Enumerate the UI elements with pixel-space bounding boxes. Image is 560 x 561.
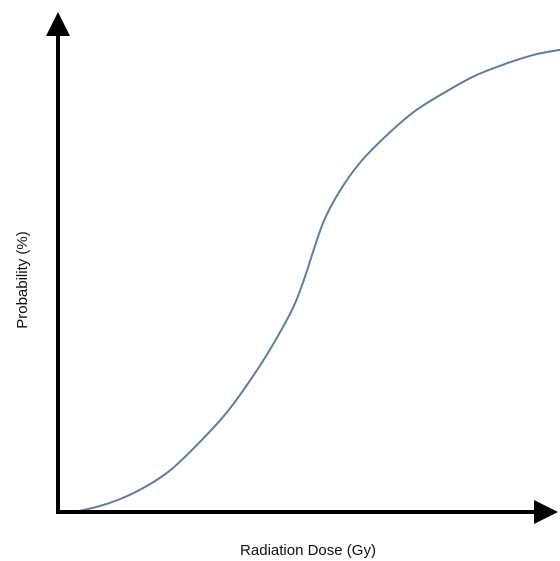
- x-axis-title: Radiation Dose (Gy): [240, 542, 376, 559]
- plot-area: [57, 48, 560, 514]
- dose-response-curve: [57, 48, 560, 514]
- y-axis-title: Probability (%): [14, 231, 31, 329]
